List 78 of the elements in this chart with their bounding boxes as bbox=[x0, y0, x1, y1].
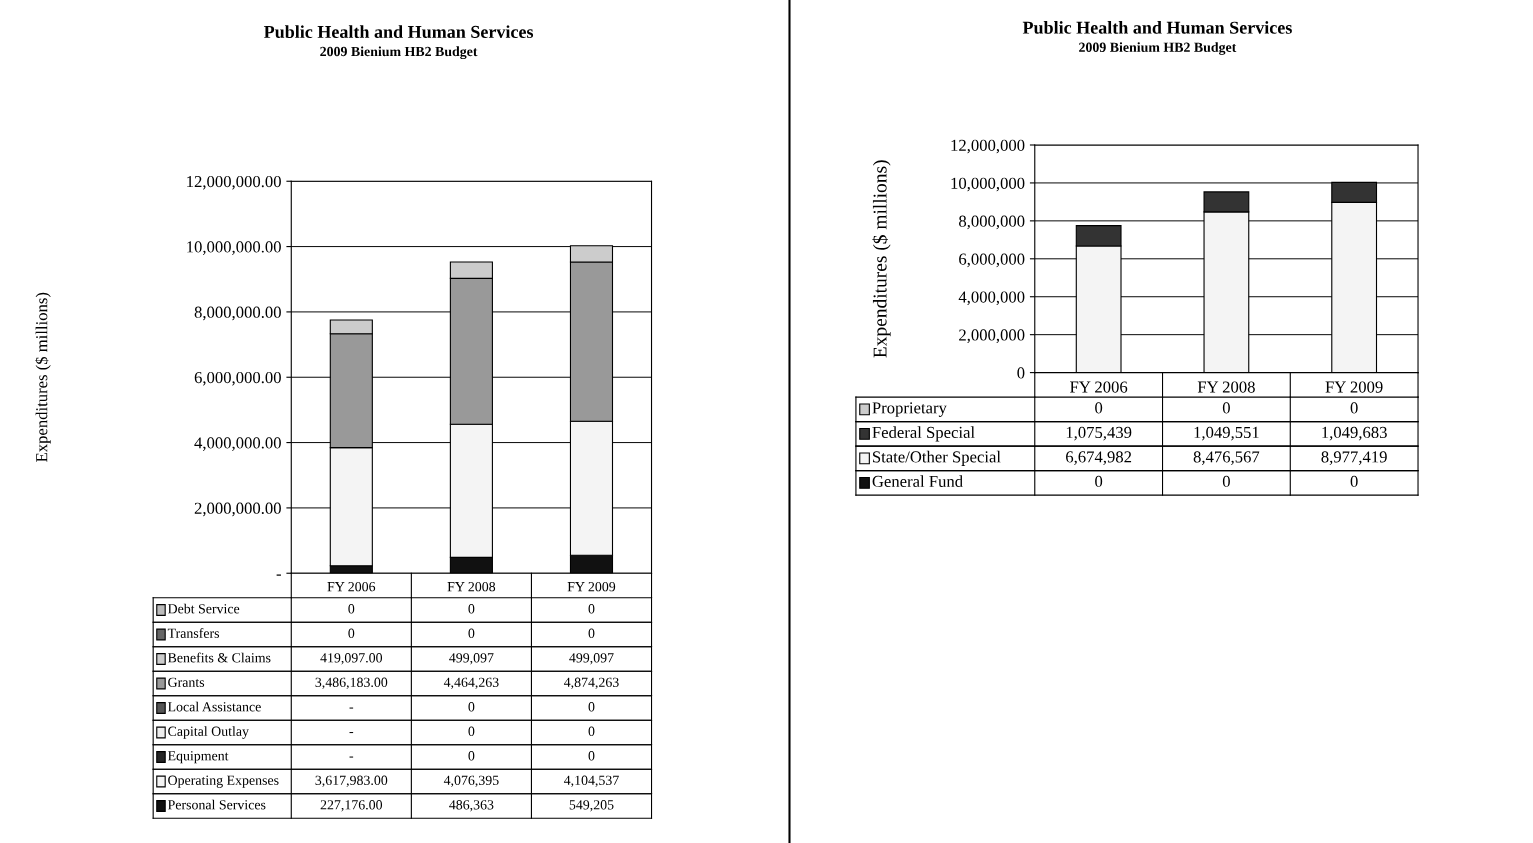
x-tick-label: FY 2009 bbox=[1325, 381, 1383, 393]
legend-label: Federal Special bbox=[872, 426, 975, 442]
y-axis-title: Expenditures ($ millions) bbox=[872, 160, 891, 358]
x-tick-label: FY 2006 bbox=[327, 581, 376, 592]
data-label: - bbox=[349, 707, 354, 709]
chart-subtitle: 2009 Bienium HB2 Budget bbox=[1079, 42, 1237, 55]
data-label: 0 bbox=[588, 702, 595, 712]
data-label: 0 bbox=[468, 726, 475, 736]
legend-label: Proprietary bbox=[872, 402, 947, 417]
data-label: 6,674,982 bbox=[1066, 451, 1132, 465]
data-label: 3,617,983.00 bbox=[315, 775, 388, 787]
legend-label: Equipment bbox=[167, 751, 229, 764]
y-tick-label: - bbox=[276, 574, 281, 576]
chart-title: Public Health and Human Services bbox=[1022, 21, 1292, 34]
y-tick-label: 0 bbox=[1017, 367, 1025, 379]
data-label: 1,049,551 bbox=[1194, 426, 1259, 441]
data-label: 1,049,683 bbox=[1322, 426, 1387, 441]
legend-label: Grants bbox=[168, 677, 205, 687]
data-label: - bbox=[349, 756, 354, 758]
data-label: 1,075,439 bbox=[1066, 426, 1132, 441]
data-label: 419,097.00 bbox=[320, 653, 383, 665]
x-tick-label: FY 2006 bbox=[1070, 381, 1128, 393]
y-tick-label: 10,000,000.00 bbox=[187, 241, 281, 255]
legend-label: Local Assistance bbox=[167, 701, 261, 712]
data-label: - bbox=[349, 732, 354, 734]
data-label: 8,977,419 bbox=[1321, 451, 1387, 465]
data-label: 0 bbox=[1222, 475, 1230, 488]
legend-label: State/Other Special bbox=[873, 450, 1001, 466]
y-tick-label: 6,000,000.00 bbox=[194, 371, 281, 386]
legend-label: Transfers bbox=[167, 628, 220, 638]
x-tick-label: FY 2008 bbox=[447, 581, 496, 592]
y-tick-label: 8,000,000.00 bbox=[194, 306, 281, 321]
data-label: 227,176.00 bbox=[320, 800, 383, 812]
data-label: 0 bbox=[588, 628, 595, 638]
data-label: 0 bbox=[468, 604, 475, 614]
data-label: 0 bbox=[1350, 475, 1358, 488]
data-label: 4,076,395 bbox=[443, 775, 499, 787]
y-tick-label: 12,000,000.00 bbox=[187, 175, 281, 190]
data-label: 0 bbox=[468, 751, 475, 761]
y-tick-label: 8,000,000 bbox=[959, 215, 1025, 230]
data-label: 4,874,263 bbox=[563, 677, 619, 689]
data-label: 0 bbox=[1222, 402, 1230, 414]
y-tick-label: 10,000,000 bbox=[951, 177, 1025, 192]
data-label: 499,097 bbox=[449, 653, 494, 665]
x-tick-label: FY 2009 bbox=[567, 581, 616, 592]
data-label: 0 bbox=[588, 726, 595, 736]
data-label: 0 bbox=[588, 604, 595, 614]
data-label: 0 bbox=[1095, 475, 1103, 488]
y-axis-title: Expenditures ($ millions) bbox=[35, 292, 51, 462]
y-tick-label: 2,000,000.00 bbox=[194, 502, 281, 517]
y-tick-label: 4,000,000.00 bbox=[194, 437, 281, 451]
data-label: 0 bbox=[468, 628, 475, 638]
data-label: 4,104,537 bbox=[563, 775, 619, 787]
legend-label: Capital Outlay bbox=[168, 726, 249, 739]
legend-label: General Fund bbox=[872, 475, 963, 488]
data-label: 0 bbox=[1095, 402, 1103, 414]
y-tick-label: 4,000,000 bbox=[958, 291, 1025, 306]
legend-label: Operating Expenses bbox=[168, 775, 279, 788]
data-label: 486,363 bbox=[449, 800, 494, 812]
data-label: 0 bbox=[588, 751, 595, 761]
data-label: 0 bbox=[468, 702, 475, 712]
x-tick-label: FY 2008 bbox=[1197, 381, 1255, 393]
data-label: 4,464,263 bbox=[443, 677, 499, 689]
legend-label: Benefits & Claims bbox=[167, 652, 271, 663]
y-tick-label: 2,000,000 bbox=[959, 329, 1025, 344]
data-label: 3,486,183.00 bbox=[315, 677, 388, 689]
y-tick-label: 6,000,000 bbox=[959, 253, 1025, 268]
y-tick-label: 12,000,000 bbox=[951, 139, 1025, 154]
chart-title: Public Health and Human Services bbox=[263, 25, 534, 39]
data-label: 549,205 bbox=[569, 800, 614, 812]
data-label: 0 bbox=[1350, 402, 1358, 414]
data-label: 0 bbox=[348, 604, 355, 614]
data-label: 0 bbox=[348, 628, 355, 638]
data-label: 8,476,567 bbox=[1193, 451, 1260, 465]
legend-label: Debt Service bbox=[167, 603, 240, 614]
chart-subtitle: 2009 Bienium HB2 Budget bbox=[320, 46, 478, 60]
legend-label: Personal Services bbox=[167, 799, 266, 810]
data-label: 499,097 bbox=[569, 653, 614, 665]
